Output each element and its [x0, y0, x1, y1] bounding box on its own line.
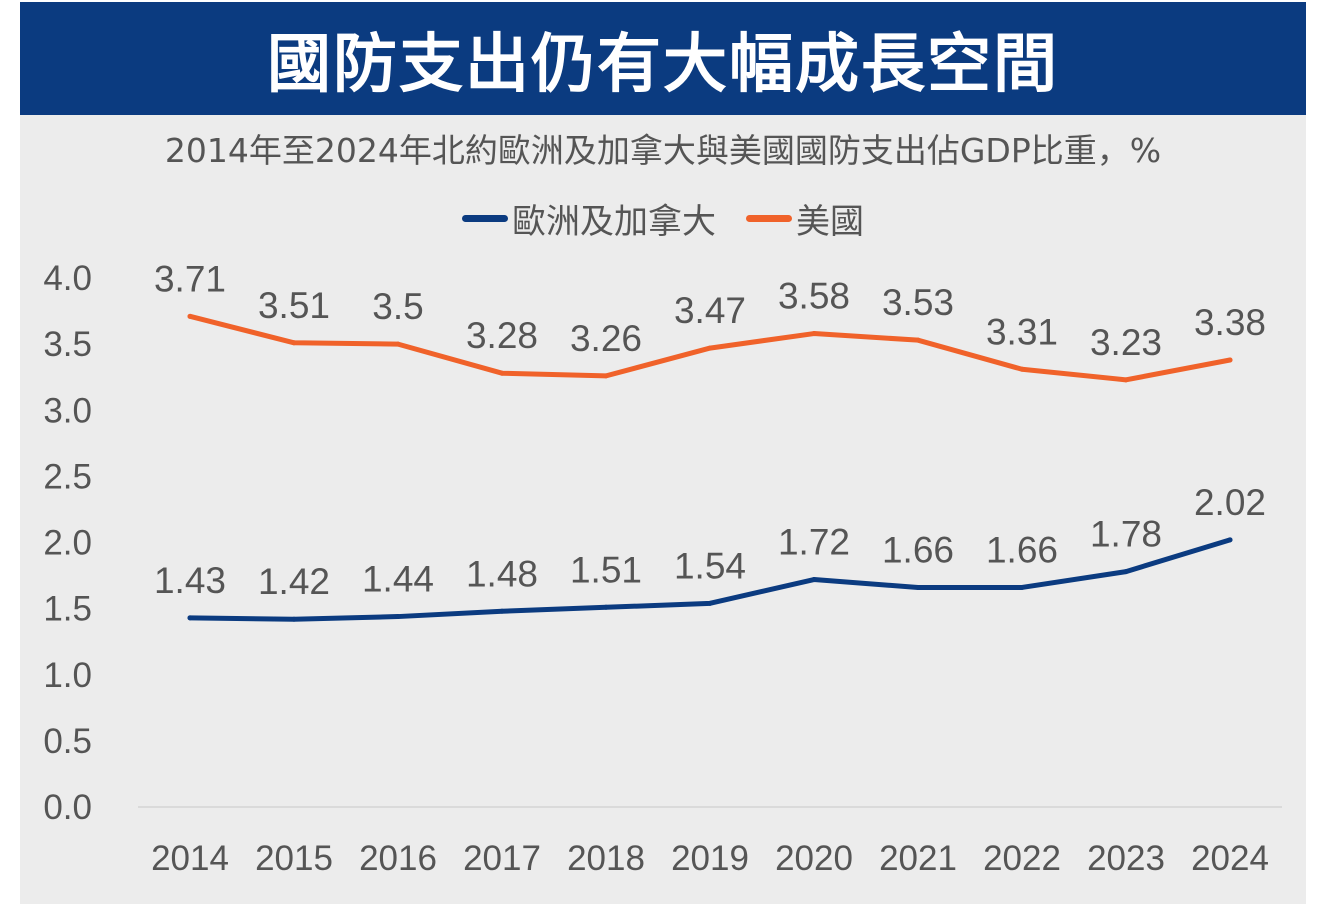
x-tick-label: 2022 — [983, 839, 1061, 878]
data-label: 1.78 — [1090, 514, 1162, 555]
line-chart: 0.0 0.5 1.0 1.5 2.0 2.5 3.0 3.5 4.0 2014 2015 2016 2… — [43, 258, 1282, 878]
y-tick-label: 3.5 — [43, 325, 92, 364]
x-tick-label: 2016 — [359, 839, 437, 878]
data-point — [915, 584, 921, 590]
data-label: 1.66 — [986, 529, 1058, 570]
x-tick-label: 2014 — [151, 839, 229, 878]
data-point — [811, 331, 817, 337]
data-point — [499, 608, 505, 614]
data-label: 3.31 — [986, 311, 1058, 352]
data-point — [1123, 569, 1129, 575]
x-tick-label: 2023 — [1087, 839, 1165, 878]
data-label: 3.23 — [1090, 322, 1162, 363]
y-tick-label: 3.0 — [43, 391, 92, 430]
data-point — [811, 577, 817, 583]
page-title: 國防支出仍有大幅成長空間 — [20, 2, 1306, 115]
data-point — [395, 614, 401, 620]
legend-label-europe-canada: 歐洲及加拿大 — [512, 202, 716, 242]
y-tick-label: 4.0 — [43, 259, 92, 298]
data-point — [187, 313, 193, 319]
legend-item-us: 美國 — [746, 194, 864, 243]
x-tick-label: 2024 — [1191, 839, 1269, 878]
data-point — [915, 337, 921, 343]
data-label: 1.66 — [882, 529, 954, 570]
data-point — [1019, 366, 1025, 372]
data-label: 1.54 — [674, 545, 746, 586]
legend-swatch-europe-canada — [462, 215, 508, 222]
data-point — [1019, 584, 1025, 590]
data-label: 1.51 — [570, 549, 642, 590]
data-label: 3.38 — [1194, 302, 1266, 343]
data-label: 3.47 — [674, 290, 746, 331]
data-point — [707, 600, 713, 606]
data-point — [291, 340, 297, 346]
data-label: 2.02 — [1194, 482, 1266, 523]
data-label: 3.51 — [258, 285, 330, 326]
data-label: 1.48 — [466, 553, 538, 594]
x-tick-label: 2021 — [879, 839, 957, 878]
data-point — [499, 370, 505, 376]
data-label: 1.72 — [778, 522, 850, 563]
data-label: 1.43 — [154, 560, 226, 601]
data-label: 3.71 — [154, 258, 226, 299]
data-label: 3.58 — [778, 276, 850, 317]
y-tick-label: 0.5 — [43, 722, 92, 761]
data-label: 1.42 — [258, 561, 330, 602]
data-label: 1.44 — [362, 559, 434, 600]
data-label: 3.28 — [466, 315, 538, 356]
x-tick-label: 2015 — [255, 839, 333, 878]
data-label: 3.53 — [882, 282, 954, 323]
x-tick-label: 2019 — [671, 839, 749, 878]
data-point — [1227, 357, 1233, 363]
chart-subtitle: 2014年至2024年北約歐洲及加拿大與美國國防支出佔GDP比重，% — [164, 131, 1162, 170]
data-label: 3.26 — [570, 318, 642, 359]
data-point — [1227, 537, 1233, 543]
data-point — [1123, 377, 1129, 383]
y-tick-label: 1.0 — [43, 656, 92, 695]
y-tick-label: 0.0 — [43, 788, 92, 827]
data-label: 3.5 — [372, 286, 423, 327]
data-point — [603, 604, 609, 610]
data-point — [187, 615, 193, 621]
data-point — [603, 373, 609, 379]
x-tick-label: 2018 — [567, 839, 645, 878]
chart-card: 國防支出仍有大幅成長空間 2014年至2024年北約歐洲及加拿大與美國國防支出佔… — [20, 2, 1306, 904]
data-point — [707, 345, 713, 351]
data-point — [291, 616, 297, 622]
y-tick-label: 2.0 — [43, 524, 92, 563]
x-tick-label: 2020 — [775, 839, 853, 878]
legend-swatch-us — [746, 215, 792, 222]
legend-label-us: 美國 — [796, 202, 864, 242]
data-point — [395, 341, 401, 347]
chart-legend: 歐洲及加拿大 美國 — [20, 194, 1306, 243]
x-tick-label: 2017 — [463, 839, 541, 878]
y-tick-label: 1.5 — [43, 590, 92, 629]
y-tick-label: 2.5 — [43, 457, 92, 496]
legend-item-europe-canada: 歐洲及加拿大 — [462, 194, 716, 243]
